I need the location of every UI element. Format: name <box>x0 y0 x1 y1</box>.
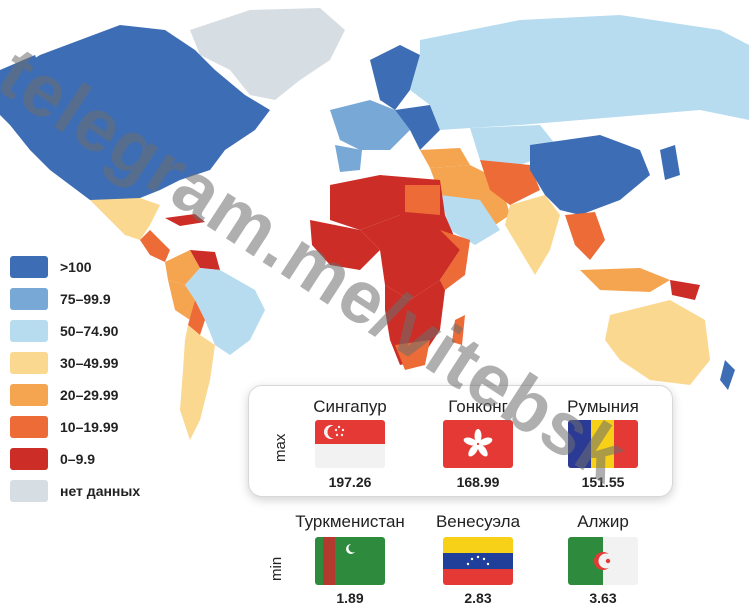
venezuela-flag-icon <box>443 537 513 585</box>
argentina-chile <box>180 325 215 440</box>
country-name: Гонконг <box>448 397 508 416</box>
venezuela <box>190 250 220 270</box>
algeria-flag-icon <box>568 537 638 585</box>
legend-swatch <box>10 416 48 438</box>
legend-label: 30–49.99 <box>60 355 119 371</box>
egypt <box>405 185 440 215</box>
hong-kong-flag-icon <box>443 420 513 468</box>
legend-swatch <box>10 352 48 374</box>
bolivia <box>188 300 205 335</box>
china <box>530 135 650 215</box>
country-value: 151.55 <box>581 474 625 490</box>
legend-label: 50–74.90 <box>60 323 119 339</box>
country-value: 1.89 <box>336 590 364 606</box>
legend-item: 50–74.90 <box>10 320 118 342</box>
country-name: Алжир <box>577 512 629 531</box>
legend-label: 10–19.99 <box>60 419 119 435</box>
southeast-asia <box>565 212 605 260</box>
iran-afghanistan <box>480 160 540 205</box>
country-name: Венесуэла <box>435 512 521 531</box>
arabia <box>440 195 500 245</box>
papua <box>670 280 700 300</box>
country-name: Румыния <box>567 397 639 416</box>
north-america <box>0 25 270 205</box>
romania-flag-icon <box>568 420 638 468</box>
legend-item: 10–19.99 <box>10 416 118 438</box>
legend-swatch <box>10 320 48 342</box>
caribbean <box>165 214 205 226</box>
legend-swatch <box>10 448 48 470</box>
country-value: 2.83 <box>464 590 492 606</box>
peru <box>168 280 195 320</box>
central-africa <box>360 215 460 300</box>
legend-swatch <box>10 288 48 310</box>
colombia <box>165 250 200 285</box>
legend-label: >100 <box>60 259 92 275</box>
legend-label: 0–9.9 <box>60 451 96 467</box>
legend-item: >100 <box>10 256 92 278</box>
turkmenistan-flag-icon <box>315 537 385 585</box>
madagascar <box>452 315 465 345</box>
turkey <box>420 148 470 168</box>
algeria <box>345 180 395 220</box>
legend-swatch <box>10 480 48 502</box>
country-value: 168.99 <box>456 474 500 490</box>
brazil <box>185 268 265 355</box>
mexico <box>90 198 160 240</box>
indonesia <box>580 268 670 292</box>
scandinavia <box>370 45 420 110</box>
legend-label: 75–99.9 <box>60 291 111 307</box>
iberia <box>335 145 362 172</box>
singapore-flag-icon <box>315 420 385 468</box>
legend-item: 0–9.9 <box>10 448 95 470</box>
legend-item: нет данных <box>10 480 140 502</box>
southern-africa <box>385 280 445 365</box>
new-zealand <box>720 360 735 390</box>
country-value: 3.63 <box>589 590 617 606</box>
legend-swatch <box>10 384 48 406</box>
india <box>505 195 560 275</box>
legend-item: 20–29.99 <box>10 384 118 406</box>
max-label: max <box>272 433 289 462</box>
australia <box>605 300 710 385</box>
east-africa <box>440 230 470 290</box>
greenland <box>190 8 345 100</box>
alaska <box>0 55 45 100</box>
russia <box>410 15 749 130</box>
legend-item: 75–99.9 <box>10 288 111 310</box>
legend-item: 30–49.99 <box>10 352 118 374</box>
eastern-europe <box>395 105 440 150</box>
central-america <box>140 230 170 262</box>
min-label: min <box>268 556 285 581</box>
legend-swatch <box>10 256 48 278</box>
japan <box>660 145 680 180</box>
western-europe <box>330 100 410 150</box>
legend-label: нет данных <box>60 483 141 499</box>
south-africa <box>395 340 430 370</box>
legend-label: 20–29.99 <box>60 387 119 403</box>
country-name: Сингапур <box>313 397 387 416</box>
country-name: Туркменистан <box>295 512 405 531</box>
country-value: 197.26 <box>328 474 372 490</box>
